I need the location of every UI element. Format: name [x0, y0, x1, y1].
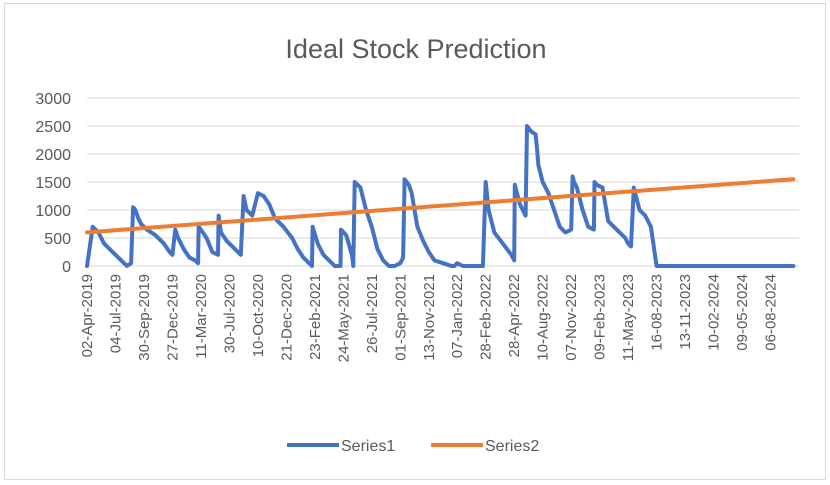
- x-tick-label: 09-Feb-2023: [592, 274, 609, 360]
- x-tick-label: 16-08-2023: [649, 274, 666, 351]
- gridlines: [87, 97, 799, 267]
- y-tick-label: 2500: [35, 119, 71, 136]
- x-tick-label: 30-Sep-2019: [136, 274, 153, 361]
- y-tick-label: 0: [62, 259, 71, 276]
- legend: Series1 Series2: [287, 438, 539, 455]
- x-tick-label: 21-Dec-2020: [278, 274, 295, 361]
- x-tick-label: 04-Jul-2019: [107, 274, 124, 353]
- x-tick-label: 07-Jan-2022: [449, 274, 466, 358]
- legend-label-series1: Series1: [341, 438, 395, 455]
- x-tick-label: 01-Sep-2021: [392, 274, 409, 361]
- y-tick-label: 1500: [35, 175, 71, 192]
- x-tick-label: 10-02-2024: [706, 274, 723, 351]
- x-tick-label: 11-Mar-2020: [193, 274, 210, 359]
- chart-title: Ideal Stock Prediction: [285, 34, 546, 64]
- x-tick-label: 09-05-2024: [734, 274, 751, 351]
- legend-label-series2: Series2: [485, 438, 539, 455]
- y-tick-label: 2000: [35, 147, 71, 164]
- x-tick-label: 30-Jul-2020: [221, 274, 238, 353]
- x-tick-label: 11-May-2023: [620, 274, 637, 361]
- x-tick-label: 28-Feb-2022: [478, 274, 495, 360]
- series-line-series2: [85, 177, 796, 235]
- x-tick-label: 27-Dec-2019: [164, 274, 181, 361]
- chart-frame: Ideal Stock Prediction 0 500 1000 1500 2000 2…: [4, 3, 826, 480]
- x-tick-label: 28-Apr-2022: [506, 274, 523, 357]
- x-tick-label: 02-Apr-2019: [79, 274, 96, 357]
- x-axis-ticks: 02-Apr-2019 04-Jul-2019 30-Sep-2019 27-Dec-…: [79, 274, 780, 362]
- x-tick-label: 10-Aug-2022: [535, 274, 552, 361]
- x-tick-label: 23-Feb-2021: [307, 274, 324, 360]
- x-tick-label: 13-Nov-2021: [421, 274, 438, 361]
- x-tick-label: 07-Nov-2022: [563, 274, 580, 361]
- x-tick-label: 26-Jul-2021: [364, 274, 381, 353]
- x-tick-label: 10-Oct-2020: [250, 274, 267, 357]
- y-tick-label: 3000: [35, 91, 71, 108]
- series-line-series1: [85, 124, 796, 268]
- y-tick-label: 1000: [35, 203, 71, 220]
- x-tick-label: 24-May-2021: [335, 274, 352, 362]
- x-tick-label: 06-08-2024: [763, 274, 780, 351]
- y-tick-label: 500: [44, 231, 71, 248]
- x-tick-label: 13-11-2023: [677, 274, 694, 350]
- series-lines: [85, 124, 796, 268]
- line-chart: Ideal Stock Prediction 0 500 1000 1500 2000 2…: [35, 34, 799, 455]
- y-axis-ticks: 0 500 1000 1500 2000 2500 3000: [35, 91, 71, 276]
